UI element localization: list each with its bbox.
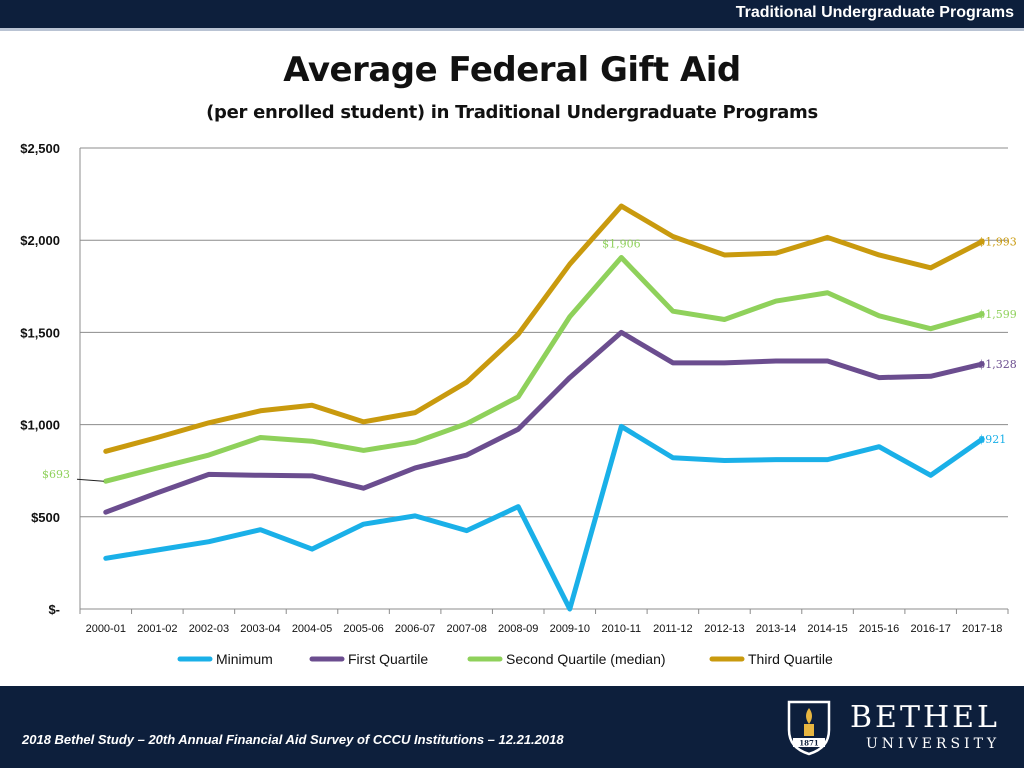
x-tick-label: 2016-17: [910, 623, 950, 635]
x-tick-label: 2012-13: [704, 623, 744, 635]
series-line-third_quartile: [103, 203, 985, 454]
series-line-second_quartile: [103, 255, 985, 484]
x-tick-label: 2005-06: [343, 623, 383, 635]
legend-label-first_quartile: First Quartile: [348, 651, 428, 667]
legend-label-second_quartile: Second Quartile (median): [506, 651, 666, 667]
data-label: $1,599: [978, 308, 1017, 321]
series-line-minimum: [103, 423, 985, 612]
data-label: $1,906: [602, 238, 641, 251]
x-tick-label: 2004-05: [292, 623, 332, 635]
y-tick-label: $2,500: [20, 141, 60, 156]
data-label: $1,993: [978, 235, 1017, 248]
x-tick-label: 2015-16: [859, 623, 899, 635]
y-tick-label: $1,000: [20, 418, 60, 433]
data-label-leader: [76, 478, 104, 482]
x-tick-label: 2010-11: [602, 623, 642, 635]
footer-bar: 2018 Bethel Study – 20th Annual Financia…: [0, 686, 1024, 768]
y-tick-label: $2,000: [20, 233, 60, 248]
x-tick-label: 2000-01: [86, 623, 126, 635]
footer-citation: 2018 Bethel Study – 20th Annual Financia…: [22, 732, 564, 747]
data-label: $1,328: [978, 358, 1017, 371]
x-tick-label: 2014-15: [807, 623, 847, 635]
x-tick-label: 2009-10: [550, 623, 590, 635]
logo-subtitle: UNIVERSITY: [866, 736, 1001, 752]
chart-title: Average Federal Gift Aid: [283, 50, 741, 90]
series-line-first_quartile: [103, 329, 985, 515]
x-tick-label: 2001-02: [137, 623, 177, 635]
x-tick-label: 2007-08: [446, 623, 486, 635]
chart-subtitle: (per enrolled student) in Traditional Un…: [206, 102, 818, 123]
header-accent-line: [0, 28, 1024, 31]
x-tick-label: 2008-09: [498, 623, 538, 635]
header-bar: Traditional Undergraduate Programs: [0, 0, 1024, 28]
line-chart: $- $500 $1,000 $1,500 $2,000 $2,500 2000-01 200…: [20, 141, 1017, 667]
logo-year: 1871: [799, 739, 819, 748]
section-label: Traditional Undergraduate Programs: [735, 4, 1014, 21]
x-tick-label: 2017-18: [962, 623, 1002, 635]
bethel-shield-icon: 1871: [787, 700, 831, 756]
x-tick-label: 2002-03: [189, 623, 229, 635]
y-tick-label: $1,500: [20, 325, 60, 340]
data-label: $921: [978, 433, 1006, 446]
y-tick-label: $-: [48, 602, 60, 617]
data-label: $693: [42, 468, 70, 481]
y-tick-label: $500: [31, 510, 60, 525]
x-tick-label: 2006-07: [395, 623, 435, 635]
x-tick-label: 2003-04: [240, 623, 280, 635]
logo-name: BETHEL: [850, 700, 1000, 735]
x-tick-label: 2011-12: [653, 623, 693, 635]
x-tick-label: 2013-14: [756, 623, 796, 635]
legend-label-third_quartile: Third Quartile: [748, 651, 833, 667]
legend-label-minimum: Minimum: [216, 651, 273, 667]
